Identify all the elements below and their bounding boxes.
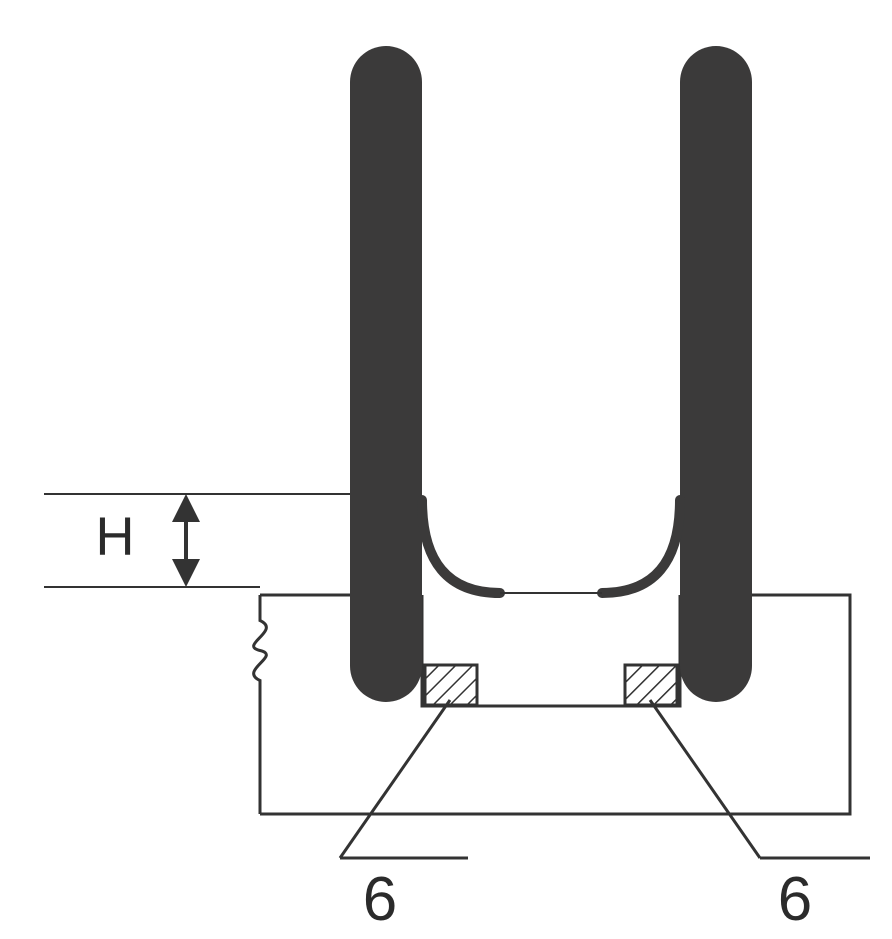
housing-outline — [254, 595, 850, 814]
hatched-blocks — [425, 665, 677, 705]
callout-right-label: 6 — [778, 865, 812, 934]
dimension-H-label: H — [96, 506, 135, 566]
hatch-block-left — [425, 665, 477, 705]
callout-left: 6 — [340, 700, 468, 934]
prong-left — [350, 46, 422, 702]
cross-section-diagram: H 6 6 — [0, 0, 892, 939]
dimension-H: H — [96, 494, 201, 587]
callout-left-label: 6 — [363, 865, 397, 934]
inner-arcs — [422, 500, 680, 593]
prong-right — [680, 46, 752, 702]
callout-right: 6 — [650, 700, 870, 934]
guide-lines — [44, 494, 350, 587]
hatch-block-right — [625, 665, 677, 705]
prongs — [350, 46, 752, 702]
